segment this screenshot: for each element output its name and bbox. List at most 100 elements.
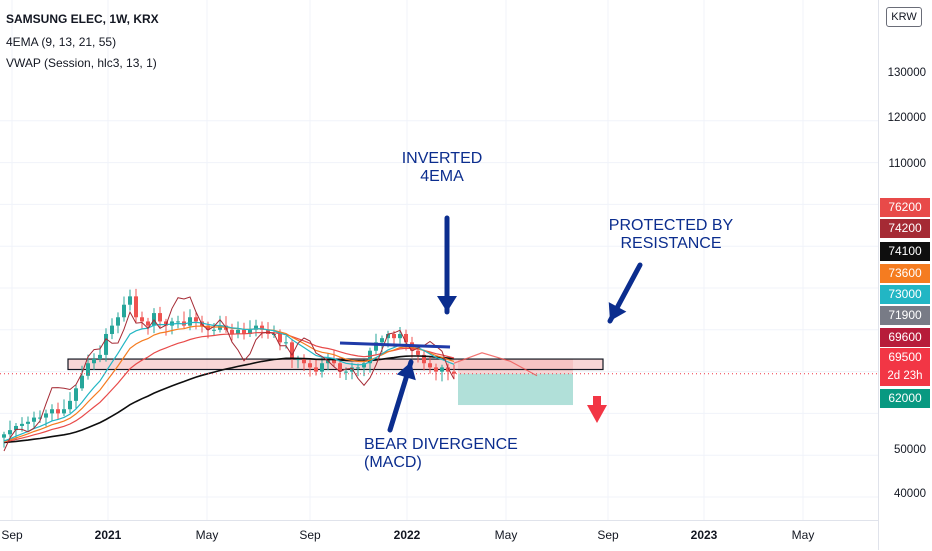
projection-line bbox=[453, 352, 538, 377]
legend-ema: 4EMA (9, 13, 21, 55) bbox=[6, 35, 117, 49]
chart-area[interactable] bbox=[0, 0, 878, 520]
candle-body bbox=[92, 359, 96, 364]
price-tick: 120000 bbox=[887, 112, 926, 124]
time-axis[interactable] bbox=[0, 520, 878, 551]
price-badge-ema13: 73600 bbox=[880, 264, 930, 283]
candle-body bbox=[254, 325, 258, 330]
candle-body bbox=[374, 342, 378, 351]
time-tick: 2022 bbox=[393, 528, 421, 542]
candle-body bbox=[320, 363, 324, 372]
price-tick: 130000 bbox=[887, 67, 926, 79]
candle-body bbox=[434, 367, 438, 372]
candle-body bbox=[314, 367, 318, 372]
candle-body bbox=[56, 409, 60, 414]
vwap-line bbox=[3, 296, 455, 452]
candle-body bbox=[68, 400, 72, 410]
time-tick: May bbox=[791, 528, 815, 542]
candle-body bbox=[236, 329, 240, 334]
candle-body bbox=[80, 375, 84, 389]
time-tick: Sep bbox=[597, 528, 619, 542]
price-badge-vwap: 74200 bbox=[880, 219, 930, 238]
candle-body bbox=[338, 363, 342, 372]
candle-body bbox=[194, 317, 198, 322]
candle-body bbox=[296, 359, 300, 361]
price-badge-ema55: 74100 bbox=[880, 242, 930, 261]
price-badge-level-2: 69600 bbox=[880, 328, 930, 347]
candle-body bbox=[158, 313, 162, 322]
legend-vwap: VWAP (Session, hlc3, 13, 1) bbox=[6, 56, 157, 70]
candle-body bbox=[404, 333, 408, 343]
candle-body bbox=[308, 363, 312, 368]
candle-body bbox=[44, 413, 48, 418]
candle-body bbox=[218, 325, 222, 330]
divergence-line bbox=[339, 341, 451, 349]
candle-body bbox=[146, 321, 150, 326]
price-axis[interactable] bbox=[878, 0, 932, 550]
price-badge-target: 62000 bbox=[880, 389, 930, 408]
annotation-bear-divergence: BEAR DIVERGENCE (MACD) bbox=[364, 436, 518, 471]
candle-body bbox=[116, 317, 120, 326]
candle-body bbox=[380, 338, 384, 343]
price-badge-ema21: 76200 bbox=[880, 198, 930, 217]
candle-body bbox=[176, 321, 180, 323]
candle-body bbox=[134, 296, 138, 318]
arrow-bear-head bbox=[396, 362, 416, 381]
candle-body bbox=[278, 333, 282, 343]
candle-body bbox=[206, 325, 210, 330]
candle-body bbox=[20, 423, 24, 426]
candle-body bbox=[302, 359, 306, 364]
candle-body bbox=[386, 333, 390, 339]
candle-body bbox=[368, 350, 372, 364]
time-tick: Sep bbox=[1, 528, 23, 542]
annotation-inverted-4ema: INVERTED 4EMA bbox=[401, 150, 483, 185]
candle-body bbox=[248, 329, 252, 334]
countdown-badge: 2d 23h bbox=[880, 367, 930, 386]
ema9-line bbox=[3, 321, 455, 442]
candle-body bbox=[242, 329, 246, 334]
annotation-protected-by-resistance: PROTECTED BY RESISTANCE bbox=[608, 217, 734, 252]
price-tick: 50000 bbox=[894, 444, 926, 456]
candle-body bbox=[188, 317, 192, 326]
candle-body bbox=[422, 354, 426, 364]
candle-body bbox=[344, 371, 348, 373]
candle-body bbox=[392, 333, 396, 339]
candle-body bbox=[104, 333, 108, 355]
candle-body bbox=[332, 359, 336, 364]
candle-body bbox=[164, 321, 168, 326]
time-tick: May bbox=[494, 528, 518, 542]
candle-body bbox=[8, 430, 12, 435]
candle-body bbox=[128, 296, 132, 305]
candle-body bbox=[38, 417, 42, 419]
candle-body bbox=[260, 325, 264, 330]
candle-body bbox=[290, 342, 294, 360]
candle-body bbox=[446, 367, 450, 372]
candle-body bbox=[14, 425, 18, 431]
time-tick: 2023 bbox=[690, 528, 718, 542]
candle-body bbox=[110, 325, 114, 334]
ema55-line bbox=[3, 355, 455, 444]
down-arrow-shaft bbox=[593, 396, 601, 406]
currency-selector[interactable]: KRW bbox=[886, 7, 922, 27]
candle-body bbox=[62, 409, 66, 414]
time-tick: 2021 bbox=[94, 528, 122, 542]
candle-body bbox=[356, 367, 360, 369]
legend-symbol: SAMSUNG ELEC, 1W, KRX bbox=[6, 12, 159, 26]
candle-body bbox=[284, 342, 288, 344]
ema21-line bbox=[3, 331, 455, 443]
candle-body bbox=[140, 317, 144, 322]
candle-body bbox=[362, 363, 366, 368]
time-tick: Sep bbox=[299, 528, 321, 542]
candle-body bbox=[50, 409, 54, 414]
down-arrow-head bbox=[587, 405, 607, 423]
price-chart[interactable] bbox=[0, 0, 878, 520]
candle-body bbox=[416, 350, 420, 355]
candle-body bbox=[32, 417, 36, 422]
candle-body bbox=[428, 363, 432, 368]
candle-body bbox=[350, 367, 354, 372]
time-tick: May bbox=[195, 528, 219, 542]
price-tick: 110000 bbox=[888, 158, 926, 170]
arrow-inverted-head bbox=[437, 296, 457, 312]
candle-body bbox=[86, 363, 90, 376]
price-badge-last: 69500 bbox=[880, 348, 930, 367]
price-tick: 40000 bbox=[894, 488, 926, 500]
